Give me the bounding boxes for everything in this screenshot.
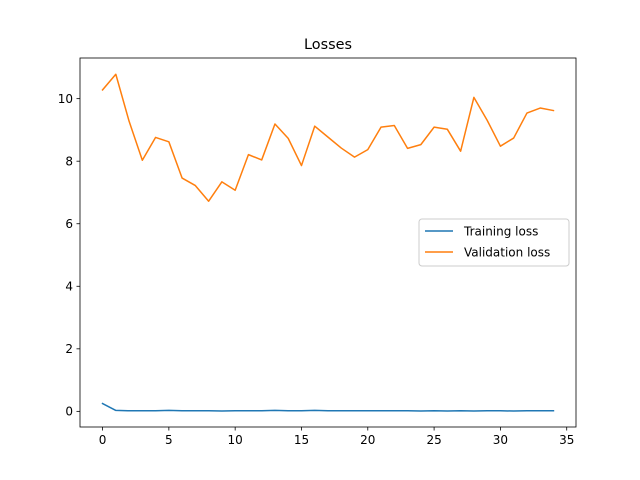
- x-tick-label: 35: [559, 433, 574, 447]
- y-tick-label: 2: [65, 342, 73, 356]
- y-tick-label: 4: [65, 280, 73, 294]
- x-tick-label: 15: [294, 433, 309, 447]
- x-tick-label: 20: [360, 433, 375, 447]
- x-tick-label: 5: [165, 433, 173, 447]
- x-tick-label: 25: [426, 433, 441, 447]
- x-tick-label: 30: [493, 433, 508, 447]
- legend: Training loss Validation loss: [418, 218, 570, 267]
- axes-frame: [79, 57, 577, 428]
- series-line-training-loss: [101, 402, 555, 412]
- x-tick-label: 10: [228, 433, 243, 447]
- y-tick-label: 8: [65, 154, 73, 168]
- y-axis: 0 2 4 6 8 10: [58, 92, 80, 419]
- y-tick-label: 0: [65, 405, 73, 419]
- y-tick-label: 6: [65, 217, 73, 231]
- legend-label-validation-loss: Validation loss: [464, 245, 550, 259]
- plot-lines: [101, 73, 555, 412]
- series-line-validation-loss: [101, 73, 555, 202]
- legend-box: [418, 218, 570, 267]
- y-tick-label: 10: [58, 92, 73, 106]
- chart-title: Losses: [304, 37, 352, 53]
- legend-label-training-loss: Training loss: [463, 224, 538, 238]
- x-tick-label: 0: [99, 433, 107, 447]
- x-axis: 0 5 10 15 20 25 30 35: [99, 427, 574, 447]
